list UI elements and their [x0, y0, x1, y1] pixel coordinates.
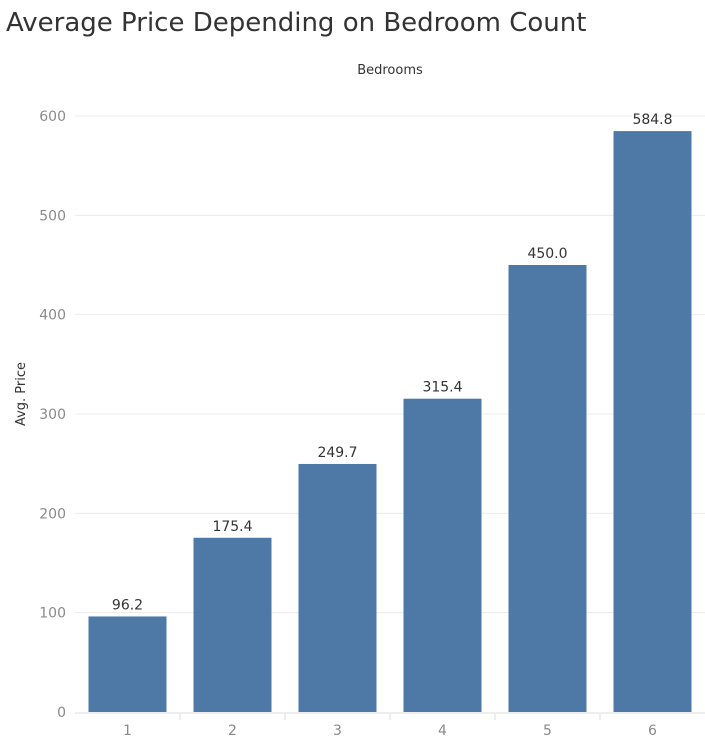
y-tick-label: 0 [57, 705, 66, 721]
x-axis-ticks: 1 2 3 4 5 6 [123, 714, 657, 739]
x-axis-title: Bedrooms [357, 63, 423, 78]
bar [298, 463, 377, 712]
x-tick-label: 5 [543, 723, 552, 739]
bar [88, 616, 167, 712]
y-tick-label: 100 [39, 606, 66, 622]
bars [88, 131, 692, 713]
y-tick-label: 600 [39, 109, 66, 125]
y-tick-label: 500 [39, 208, 66, 224]
y-tick-label: 400 [39, 308, 66, 324]
bar [403, 398, 482, 712]
bar-value-label: 249.7 [317, 445, 357, 461]
bar-value-label: 584.8 [632, 112, 672, 128]
x-tick-label: 2 [228, 723, 237, 739]
x-tick-label: 6 [648, 723, 657, 739]
bar [193, 537, 272, 712]
bar-value-label: 96.2 [112, 597, 143, 613]
data-labels: 96.2 175.4 249.7 315.4 450.0 584.8 [112, 112, 673, 613]
y-axis-ticks: 0 100 200 300 400 500 600 [39, 109, 66, 721]
x-tick-label: 3 [333, 723, 342, 739]
bar-value-label: 175.4 [212, 519, 252, 535]
x-tick-label: 1 [123, 723, 132, 739]
y-axis-title: Avg. Price [14, 362, 29, 426]
bar [508, 265, 587, 712]
bar-value-label: 315.4 [422, 380, 462, 396]
bar [613, 131, 692, 713]
bar-value-label: 450.0 [527, 246, 567, 262]
y-tick-label: 300 [39, 407, 66, 423]
y-tick-label: 200 [39, 506, 66, 522]
x-tick-label: 4 [438, 723, 447, 739]
chart-title: Average Price Depending on Bedroom Count [6, 8, 587, 38]
gridlines [75, 115, 705, 614]
